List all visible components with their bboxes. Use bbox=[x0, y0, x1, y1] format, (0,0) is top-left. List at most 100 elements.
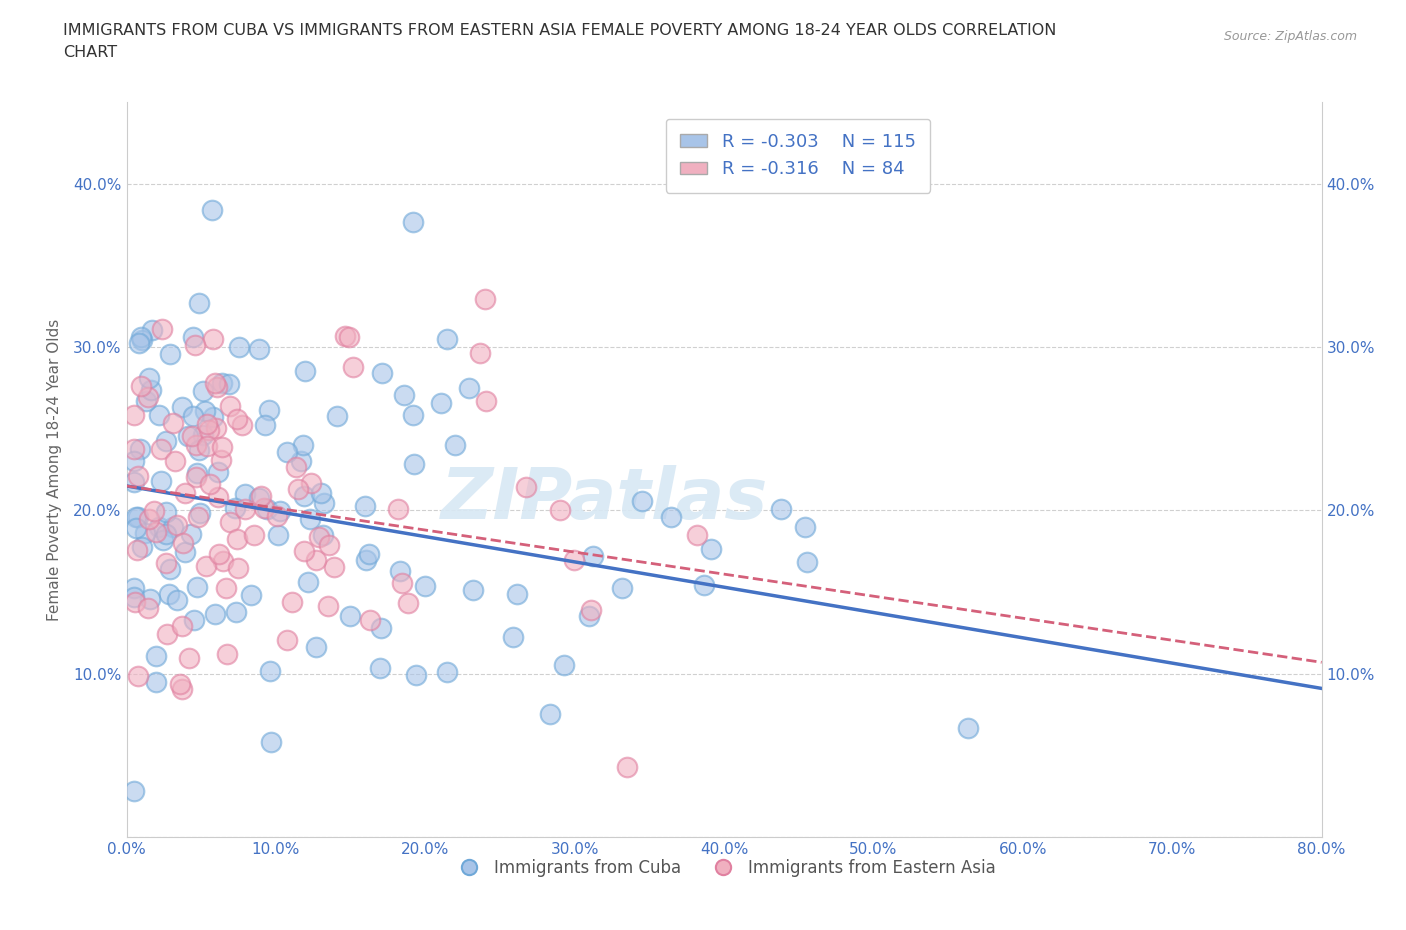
Immigrants from Eastern Asia bbox=[266, 509, 288, 524]
Immigrants from Cuba bbox=[148, 407, 170, 422]
Immigrants from Cuba bbox=[631, 494, 654, 509]
Immigrants from Eastern Asia bbox=[208, 547, 231, 562]
Immigrants from Cuba bbox=[149, 473, 172, 488]
Immigrants from Cuba bbox=[610, 581, 633, 596]
Immigrants from Eastern Asia bbox=[231, 418, 253, 432]
Immigrants from Cuba bbox=[538, 707, 561, 722]
Immigrants from Cuba bbox=[957, 720, 980, 735]
Immigrants from Eastern Asia bbox=[226, 412, 249, 427]
Immigrants from Eastern Asia bbox=[233, 502, 256, 517]
Immigrants from Cuba bbox=[253, 418, 276, 432]
Immigrants from Cuba bbox=[122, 454, 145, 469]
Immigrants from Eastern Asia bbox=[155, 556, 177, 571]
Immigrants from Cuba bbox=[276, 445, 298, 459]
Immigrants from Eastern Asia bbox=[162, 416, 184, 431]
Immigrants from Eastern Asia bbox=[145, 525, 167, 539]
Immigrants from Eastern Asia bbox=[391, 576, 413, 591]
Immigrants from Cuba bbox=[413, 578, 436, 593]
Immigrants from Cuba bbox=[326, 409, 349, 424]
Immigrants from Eastern Asia bbox=[184, 470, 207, 485]
Immigrants from Cuba bbox=[177, 429, 200, 444]
Immigrants from Cuba bbox=[659, 510, 682, 525]
Immigrants from Cuba bbox=[247, 490, 270, 505]
Immigrants from Eastern Asia bbox=[198, 477, 221, 492]
Immigrants from Cuba bbox=[166, 593, 188, 608]
Immigrants from Cuba bbox=[339, 608, 361, 623]
Immigrants from Eastern Asia bbox=[616, 760, 638, 775]
Immigrants from Eastern Asia bbox=[155, 626, 177, 641]
Immigrants from Cuba bbox=[267, 528, 290, 543]
Immigrants from Cuba bbox=[292, 438, 315, 453]
Immigrants from Eastern Asia bbox=[166, 518, 188, 533]
Immigrants from Cuba bbox=[463, 582, 485, 597]
Immigrants from Cuba bbox=[173, 545, 195, 560]
Immigrants from Eastern Asia bbox=[359, 613, 381, 628]
Immigrants from Cuba bbox=[122, 590, 145, 604]
Immigrants from Eastern Asia bbox=[204, 376, 226, 391]
Immigrants from Cuba bbox=[225, 604, 247, 619]
Immigrants from Cuba bbox=[389, 564, 412, 578]
Immigrants from Cuba bbox=[405, 668, 427, 683]
Immigrants from Cuba bbox=[125, 510, 148, 525]
Immigrants from Cuba bbox=[159, 347, 181, 362]
Immigrants from Cuba bbox=[134, 526, 156, 541]
Immigrants from Cuba bbox=[211, 376, 233, 391]
Immigrants from Cuba bbox=[186, 579, 208, 594]
Immigrants from Cuba bbox=[793, 519, 815, 534]
Immigrants from Eastern Asia bbox=[318, 598, 340, 613]
Immigrants from Eastern Asia bbox=[226, 561, 249, 576]
Immigrants from Cuba bbox=[155, 527, 177, 542]
Immigrants from Eastern Asia bbox=[253, 500, 276, 515]
Immigrants from Cuba bbox=[187, 443, 209, 458]
Immigrants from Cuba bbox=[553, 658, 575, 672]
Immigrants from Eastern Asia bbox=[322, 559, 344, 574]
Legend: Immigrants from Cuba, Immigrants from Eastern Asia: Immigrants from Cuba, Immigrants from Ea… bbox=[446, 853, 1002, 884]
Immigrants from Eastern Asia bbox=[226, 531, 249, 546]
Immigrants from Cuba bbox=[191, 428, 214, 443]
Immigrants from Cuba bbox=[207, 465, 229, 480]
Immigrants from Eastern Asia bbox=[170, 618, 193, 633]
Immigrants from Cuba bbox=[191, 384, 214, 399]
Immigrants from Eastern Asia bbox=[207, 490, 229, 505]
Immigrants from Cuba bbox=[172, 399, 194, 414]
Immigrants from Cuba bbox=[145, 648, 167, 663]
Immigrants from Cuba bbox=[368, 660, 391, 675]
Immigrants from Cuba bbox=[770, 501, 793, 516]
Immigrants from Eastern Asia bbox=[174, 485, 197, 500]
Immigrants from Cuba bbox=[290, 454, 312, 469]
Immigrants from Eastern Asia bbox=[129, 379, 152, 393]
Immigrants from Eastern Asia bbox=[124, 594, 146, 609]
Immigrants from Eastern Asia bbox=[396, 595, 419, 610]
Immigrants from Cuba bbox=[183, 329, 205, 344]
Immigrants from Eastern Asia bbox=[201, 332, 224, 347]
Immigrants from Cuba bbox=[162, 520, 184, 535]
Immigrants from Cuba bbox=[305, 640, 328, 655]
Immigrants from Eastern Asia bbox=[195, 438, 218, 453]
Immigrants from Eastern Asia bbox=[149, 442, 172, 457]
Immigrants from Cuba bbox=[186, 466, 208, 481]
Immigrants from Eastern Asia bbox=[217, 646, 239, 661]
Immigrants from Cuba bbox=[155, 504, 177, 519]
Immigrants from Cuba bbox=[359, 547, 381, 562]
Immigrants from Cuba bbox=[796, 554, 818, 569]
Immigrants from Eastern Asia bbox=[170, 681, 193, 696]
Immigrants from Eastern Asia bbox=[187, 510, 209, 525]
Immigrants from Cuba bbox=[183, 613, 205, 628]
Immigrants from Cuba bbox=[224, 501, 246, 516]
Immigrants from Eastern Asia bbox=[205, 379, 228, 394]
Immigrants from Cuba bbox=[371, 365, 394, 380]
Immigrants from Cuba bbox=[204, 607, 226, 622]
Y-axis label: Female Poverty Among 18-24 Year Olds: Female Poverty Among 18-24 Year Olds bbox=[46, 318, 62, 621]
Immigrants from Cuba bbox=[436, 331, 458, 346]
Immigrants from Cuba bbox=[402, 215, 425, 230]
Immigrants from Eastern Asia bbox=[685, 527, 707, 542]
Immigrants from Cuba bbox=[239, 588, 262, 603]
Immigrants from Eastern Asia bbox=[474, 292, 496, 307]
Immigrants from Cuba bbox=[693, 578, 716, 592]
Immigrants from Eastern Asia bbox=[142, 503, 165, 518]
Immigrants from Cuba bbox=[292, 488, 315, 503]
Text: ZIPatlas: ZIPatlas bbox=[441, 465, 768, 534]
Immigrants from Cuba bbox=[257, 403, 280, 418]
Immigrants from Eastern Asia bbox=[219, 399, 242, 414]
Immigrants from Eastern Asia bbox=[305, 552, 328, 567]
